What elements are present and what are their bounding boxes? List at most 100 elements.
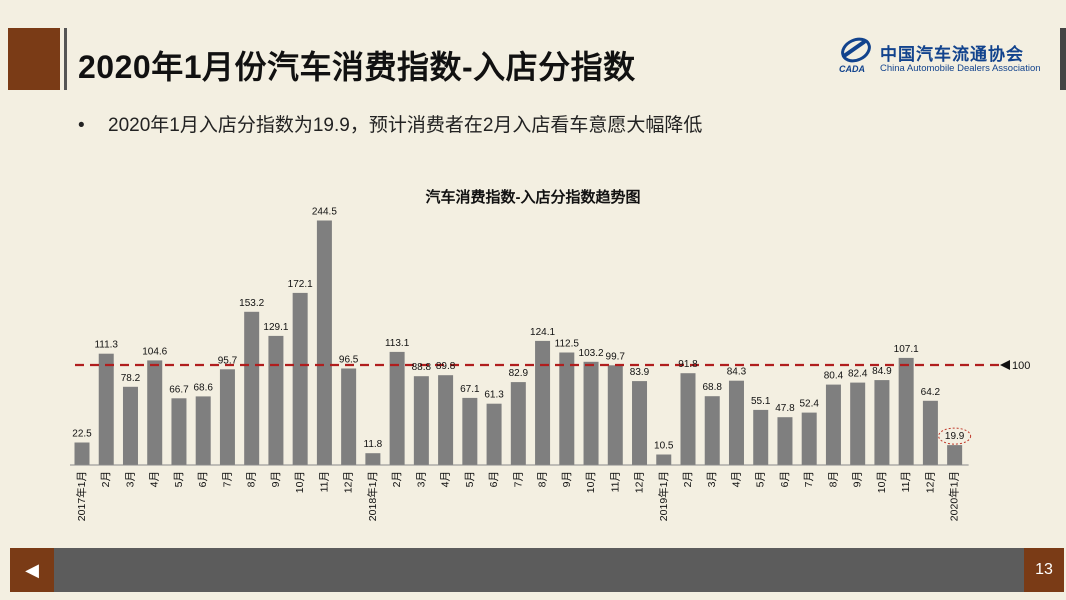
logo-english-name: China Automobile Dealers Association — [880, 63, 1041, 74]
category-label: 4月 — [730, 471, 742, 487]
category-label: 5月 — [464, 471, 476, 487]
data-label: 111.3 — [94, 340, 118, 351]
category-label: 11月 — [318, 471, 330, 492]
data-label: 153.2 — [239, 298, 264, 309]
category-label: 7月 — [803, 471, 815, 487]
chart-bar — [947, 445, 963, 465]
chart-bar — [292, 292, 308, 465]
bullet-point: • 2020年1月入店分指数为19.9，预计消费者在2月入店看车意愿大幅降低 — [78, 110, 702, 137]
chart-bar — [486, 403, 502, 465]
bottom-bar — [10, 548, 1056, 592]
data-label: 80.4 — [824, 371, 844, 382]
category-label: 3月 — [415, 471, 427, 487]
data-label: 129.1 — [263, 322, 288, 333]
chart-bar — [510, 382, 526, 465]
chart-bar — [777, 417, 793, 465]
chart-bar — [219, 369, 235, 465]
category-label: 11月 — [900, 471, 912, 492]
data-label: 82.4 — [848, 369, 868, 380]
reference-arrow-icon — [1000, 360, 1010, 370]
data-label: 244.5 — [312, 207, 337, 218]
category-label: 11月 — [609, 471, 621, 492]
category-label: 9月 — [852, 471, 864, 487]
data-label: 78.2 — [121, 373, 141, 384]
data-label: 55.1 — [751, 396, 771, 407]
chart-bar — [147, 360, 163, 465]
category-label: 9月 — [270, 471, 282, 487]
category-label: 5月 — [755, 471, 767, 487]
category-label: 10月 — [876, 471, 888, 493]
category-label: 7月 — [512, 471, 524, 487]
chart-bar — [583, 361, 599, 465]
chart-bar — [316, 220, 332, 465]
data-label: 172.1 — [288, 279, 313, 290]
category-label: 8月 — [246, 471, 258, 487]
data-label: 11.8 — [364, 439, 383, 450]
chart-bar — [535, 340, 551, 465]
category-label: 2020年1月 — [948, 471, 961, 521]
title-divider — [64, 28, 67, 90]
category-label: 4月 — [149, 471, 161, 487]
data-label: 22.5 — [72, 429, 92, 440]
data-label: 52.4 — [799, 399, 819, 410]
chart-bar — [850, 382, 866, 465]
category-label: 6月 — [488, 471, 500, 487]
chart-bar — [341, 368, 357, 465]
logo-mark-text: CADA — [839, 64, 865, 74]
chart-bar — [98, 353, 114, 465]
category-label: 10月 — [294, 471, 306, 493]
chart-bar — [195, 396, 211, 465]
data-label: 64.2 — [921, 387, 941, 398]
category-label: 12月 — [924, 471, 936, 493]
data-label: 82.9 — [509, 368, 529, 379]
category-label: 10月 — [585, 471, 597, 493]
category-label: 8月 — [827, 471, 839, 487]
category-label: 12月 — [634, 471, 646, 493]
data-label: 104.6 — [142, 346, 167, 357]
chart-bar — [389, 351, 405, 465]
chart-bar — [728, 380, 744, 465]
chart-bar — [922, 400, 938, 465]
chart-bar — [704, 396, 720, 465]
category-label: 2月 — [100, 471, 112, 487]
data-label: 112.5 — [555, 339, 580, 350]
chart-bar — [438, 375, 454, 465]
chart-bar — [680, 373, 696, 465]
title-accent-bar — [8, 28, 60, 90]
category-label: 2月 — [391, 471, 403, 487]
data-label: 113.1 — [385, 338, 410, 349]
category-label: 5月 — [173, 471, 185, 487]
chart-bar — [559, 352, 575, 465]
chart-bar — [607, 365, 623, 465]
category-label: 12月 — [343, 471, 355, 493]
category-label: 8月 — [537, 471, 549, 487]
previous-slide-button[interactable]: ◀ — [10, 548, 54, 592]
data-label: 61.3 — [484, 390, 504, 401]
chart-bar — [753, 409, 769, 465]
category-label: 2017年1月 — [75, 471, 88, 521]
chart-bar — [365, 453, 381, 465]
chart-bar — [413, 376, 429, 465]
data-label: 67.1 — [460, 384, 480, 395]
chart-bar — [874, 380, 890, 465]
bullet-text: 2020年1月入店分指数为19.9，预计消费者在2月入店看车意愿大幅降低 — [108, 115, 703, 136]
category-label: 2019年1月 — [657, 471, 670, 521]
category-label: 6月 — [197, 471, 209, 487]
bullet-symbol: • — [78, 115, 85, 136]
page-number: 13 — [1024, 548, 1064, 592]
data-label: 83.9 — [630, 367, 650, 378]
reference-line-label: 100 — [1012, 360, 1030, 372]
chart-title: 汽车消费指数-入店分指数趋势图 — [425, 189, 641, 206]
data-label: 95.7 — [218, 355, 238, 366]
category-label: 3月 — [706, 471, 718, 487]
prev-arrow-icon: ◀ — [25, 559, 39, 580]
data-label: 103.2 — [579, 348, 604, 359]
data-label: 68.6 — [193, 382, 213, 393]
data-label: 107.1 — [894, 344, 919, 355]
category-label: 4月 — [440, 471, 452, 487]
data-label: 19.9 — [945, 431, 965, 442]
data-label: 89.8 — [436, 361, 456, 372]
chart-bar — [171, 398, 187, 465]
